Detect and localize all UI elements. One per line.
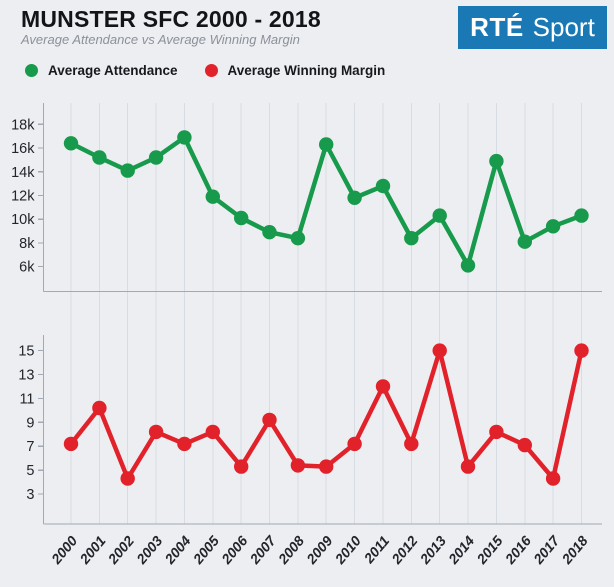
svg-text:7: 7 (26, 439, 34, 455)
svg-text:2017: 2017 (529, 532, 563, 568)
svg-text:2014: 2014 (444, 532, 477, 567)
svg-text:2005: 2005 (189, 532, 222, 567)
svg-text:14k: 14k (11, 165, 35, 181)
svg-text:2013: 2013 (416, 532, 449, 567)
svg-text:13: 13 (18, 367, 34, 383)
svg-text:2006: 2006 (218, 532, 251, 567)
svg-text:2009: 2009 (303, 532, 336, 567)
svg-text:9: 9 (26, 415, 34, 431)
svg-text:2007: 2007 (246, 532, 280, 568)
svg-text:2004: 2004 (161, 532, 194, 567)
svg-text:2002: 2002 (104, 532, 137, 567)
svg-text:15: 15 (18, 344, 34, 360)
svg-text:3: 3 (26, 487, 34, 503)
svg-text:2001: 2001 (76, 532, 109, 567)
svg-text:6k: 6k (19, 260, 35, 276)
legend-label-margin: Average Winning Margin (227, 63, 386, 78)
legend-label-attendance: Average Attendance (48, 63, 178, 78)
legend-item-attendance: Average Attendance (25, 63, 178, 78)
margin-dot-icon (204, 64, 218, 77)
svg-text:5: 5 (26, 463, 34, 479)
page-subtitle: Average Attendance vs Average Winning Ma… (21, 32, 300, 47)
svg-text:2000: 2000 (47, 532, 80, 567)
svg-text:16k: 16k (11, 141, 35, 157)
svg-text:8k: 8k (19, 236, 35, 252)
rte-sport-logo: RTÉ Sport (458, 6, 607, 49)
svg-text:2010: 2010 (331, 532, 364, 567)
svg-text:2003: 2003 (132, 532, 165, 567)
svg-text:2011: 2011 (360, 532, 392, 566)
svg-text:2018: 2018 (558, 532, 591, 567)
svg-text:2008: 2008 (274, 532, 307, 567)
svg-text:2012: 2012 (388, 532, 421, 567)
page-title: MUNSTER SFC 2000 - 2018 (21, 6, 321, 32)
legend: Average Attendance Average Winning Margi… (25, 63, 385, 78)
legend-item-margin: Average Winning Margin (204, 63, 386, 78)
rte-logo-product-text: Sport (532, 12, 595, 42)
svg-text:2015: 2015 (473, 532, 506, 567)
rte-logo-brand-text: RTÉ (470, 12, 524, 42)
svg-text:18k: 18k (11, 117, 35, 133)
svg-text:11: 11 (19, 391, 34, 407)
svg-text:12k: 12k (11, 188, 35, 204)
svg-text:10k: 10k (11, 212, 35, 228)
svg-text:2016: 2016 (501, 532, 534, 567)
attendance-dot-icon (25, 64, 38, 77)
